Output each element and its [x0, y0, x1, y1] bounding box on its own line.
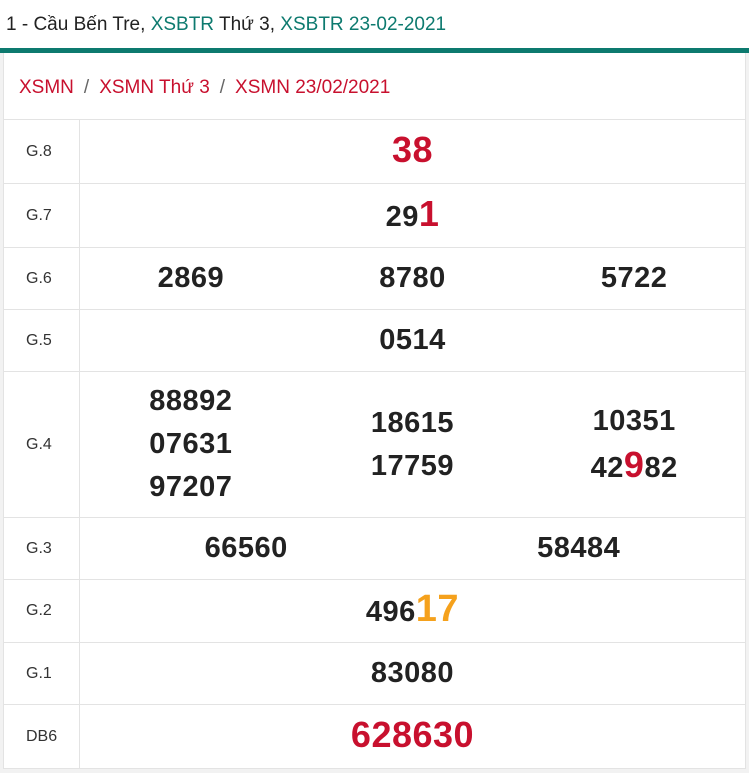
prize-row: G.5 0514 [4, 310, 745, 372]
breadcrumb-link[interactable]: XSMN Thứ 3 [99, 77, 210, 98]
prize-row: G.1 83080 [4, 643, 745, 705]
prize-column: 83080 [80, 652, 745, 695]
prize-column: 628630 [80, 713, 745, 760]
number-digits: 97207 [149, 471, 233, 503]
number-digits: 18615 [370, 406, 455, 439]
prize-number: 291 [80, 192, 745, 239]
number-digits: 29 [385, 201, 419, 233]
prize-column: 49617 [80, 588, 745, 634]
results-table: G.8 38 G.7 291 G.6 2869 8780 5722 G.5 0514 G.4 8889… [4, 120, 745, 769]
prize-label: G.6 [4, 248, 80, 309]
number-digits: 88892 [149, 385, 233, 417]
header-link[interactable]: XSBTR [150, 14, 215, 35]
header-link[interactable]: XSBTR 23-02-2021 [280, 14, 447, 35]
breadcrumb-link[interactable]: XSMN [19, 77, 74, 98]
number-digits: 07631 [149, 428, 233, 460]
prize-column: 5722 [523, 257, 745, 300]
prize-cells: 628630 [80, 705, 745, 768]
prize-number: 8780 [302, 257, 524, 300]
prize-cells: 2869 8780 5722 [80, 248, 745, 309]
number-digits: 0514 [379, 324, 446, 356]
prize-label: G.5 [4, 310, 80, 371]
prize-number: 66560 [80, 527, 413, 570]
number-digits: 5722 [600, 262, 668, 294]
results-box: XSMN / XSMN Thứ 3 / XSMN 23/02/2021 G.8 38 G.7… [3, 53, 746, 769]
prize-row: G.8 38 [4, 120, 745, 184]
number-digits: 58484 [537, 532, 621, 564]
prize-column: 291 [80, 192, 745, 239]
prize-label: G.1 [4, 643, 80, 704]
prize-cells: 83080 [80, 643, 745, 704]
prize-number: 18615 [302, 402, 524, 445]
prize-column: 18615 17759 [302, 402, 524, 488]
prize-number: 97207 [80, 466, 302, 509]
prize-label: G.2 [4, 580, 80, 642]
prize-number: 628630 [80, 713, 745, 760]
prize-cells: 49617 [80, 580, 745, 642]
prize-row: G.7 291 [4, 184, 745, 248]
prize-number: 5722 [523, 257, 745, 300]
prize-row: DB6 628630 [4, 705, 745, 769]
prize-number: 2869 [80, 257, 302, 300]
breadcrumb-link[interactable]: XSMN 23/02/2021 [235, 77, 391, 98]
prize-cells: 291 [80, 184, 745, 247]
prize-column: 38 [80, 128, 745, 175]
prize-row: G.3 66560 58484 [4, 518, 745, 580]
number-digits: 82 [644, 451, 678, 484]
breadcrumb-separator: / [83, 77, 90, 98]
prize-column: 8780 [302, 257, 524, 300]
prize-label: G.4 [4, 372, 80, 517]
prize-label: DB6 [4, 705, 80, 768]
number-digits: 8780 [379, 262, 446, 294]
prize-number: 10351 [523, 400, 745, 443]
prize-column: 2869 [80, 257, 302, 300]
number-digits: 496 [365, 596, 416, 628]
header-text: Thứ 3, [218, 14, 276, 35]
number-digits: 10351 [592, 404, 676, 437]
header-text: 1 - Cầu Bến Tre, [6, 14, 146, 35]
highlight-digits: 17 [415, 588, 460, 630]
prize-label: G.7 [4, 184, 80, 247]
number-digits: 83080 [370, 657, 455, 689]
number-digits: 17759 [370, 449, 455, 482]
prize-number: 07631 [80, 423, 302, 466]
prize-column: 58484 [413, 527, 746, 570]
breadcrumb-separator: / [219, 77, 226, 98]
prize-cells: 0514 [80, 310, 745, 371]
prize-number: 49617 [80, 588, 745, 634]
prize-cells: 88892 07631 97207 18615 17759 10351 42982 [80, 372, 745, 517]
number-digits: 66560 [204, 532, 288, 564]
prize-number: 88892 [80, 380, 302, 423]
header: 1 - Cầu Bến Tre, XSBTR Thứ 3, XSBTR 23-0… [0, 0, 749, 53]
prize-cells: 66560 58484 [80, 518, 745, 579]
prize-column: 88892 07631 97207 [80, 380, 302, 509]
prize-row: G.2 49617 [4, 580, 745, 643]
prize-number: 17759 [302, 445, 524, 488]
prize-label: G.8 [4, 120, 80, 183]
prize-number: 0514 [80, 319, 745, 362]
highlight-digits: 38 [391, 129, 434, 170]
prize-number: 42982 [523, 443, 745, 490]
highlight-digits: 9 [623, 443, 645, 485]
prize-row: G.6 2869 8780 5722 [4, 248, 745, 310]
breadcrumb: XSMN / XSMN Thứ 3 / XSMN 23/02/2021 [4, 53, 745, 120]
prize-column: 0514 [80, 319, 745, 362]
number-digits: 42 [590, 451, 624, 484]
prize-number: 58484 [413, 527, 746, 570]
prize-row: G.4 88892 07631 97207 18615 17759 10351 42982 [4, 372, 745, 518]
prize-column: 10351 42982 [523, 400, 745, 490]
prize-column: 66560 [80, 527, 413, 570]
prize-cells: 38 [80, 120, 745, 183]
highlight-digits: 628630 [350, 714, 475, 755]
prize-label: G.3 [4, 518, 80, 579]
prize-number: 83080 [80, 652, 745, 695]
number-digits: 2869 [157, 262, 225, 294]
prize-number: 38 [80, 128, 745, 175]
highlight-digits: 1 [418, 193, 440, 234]
